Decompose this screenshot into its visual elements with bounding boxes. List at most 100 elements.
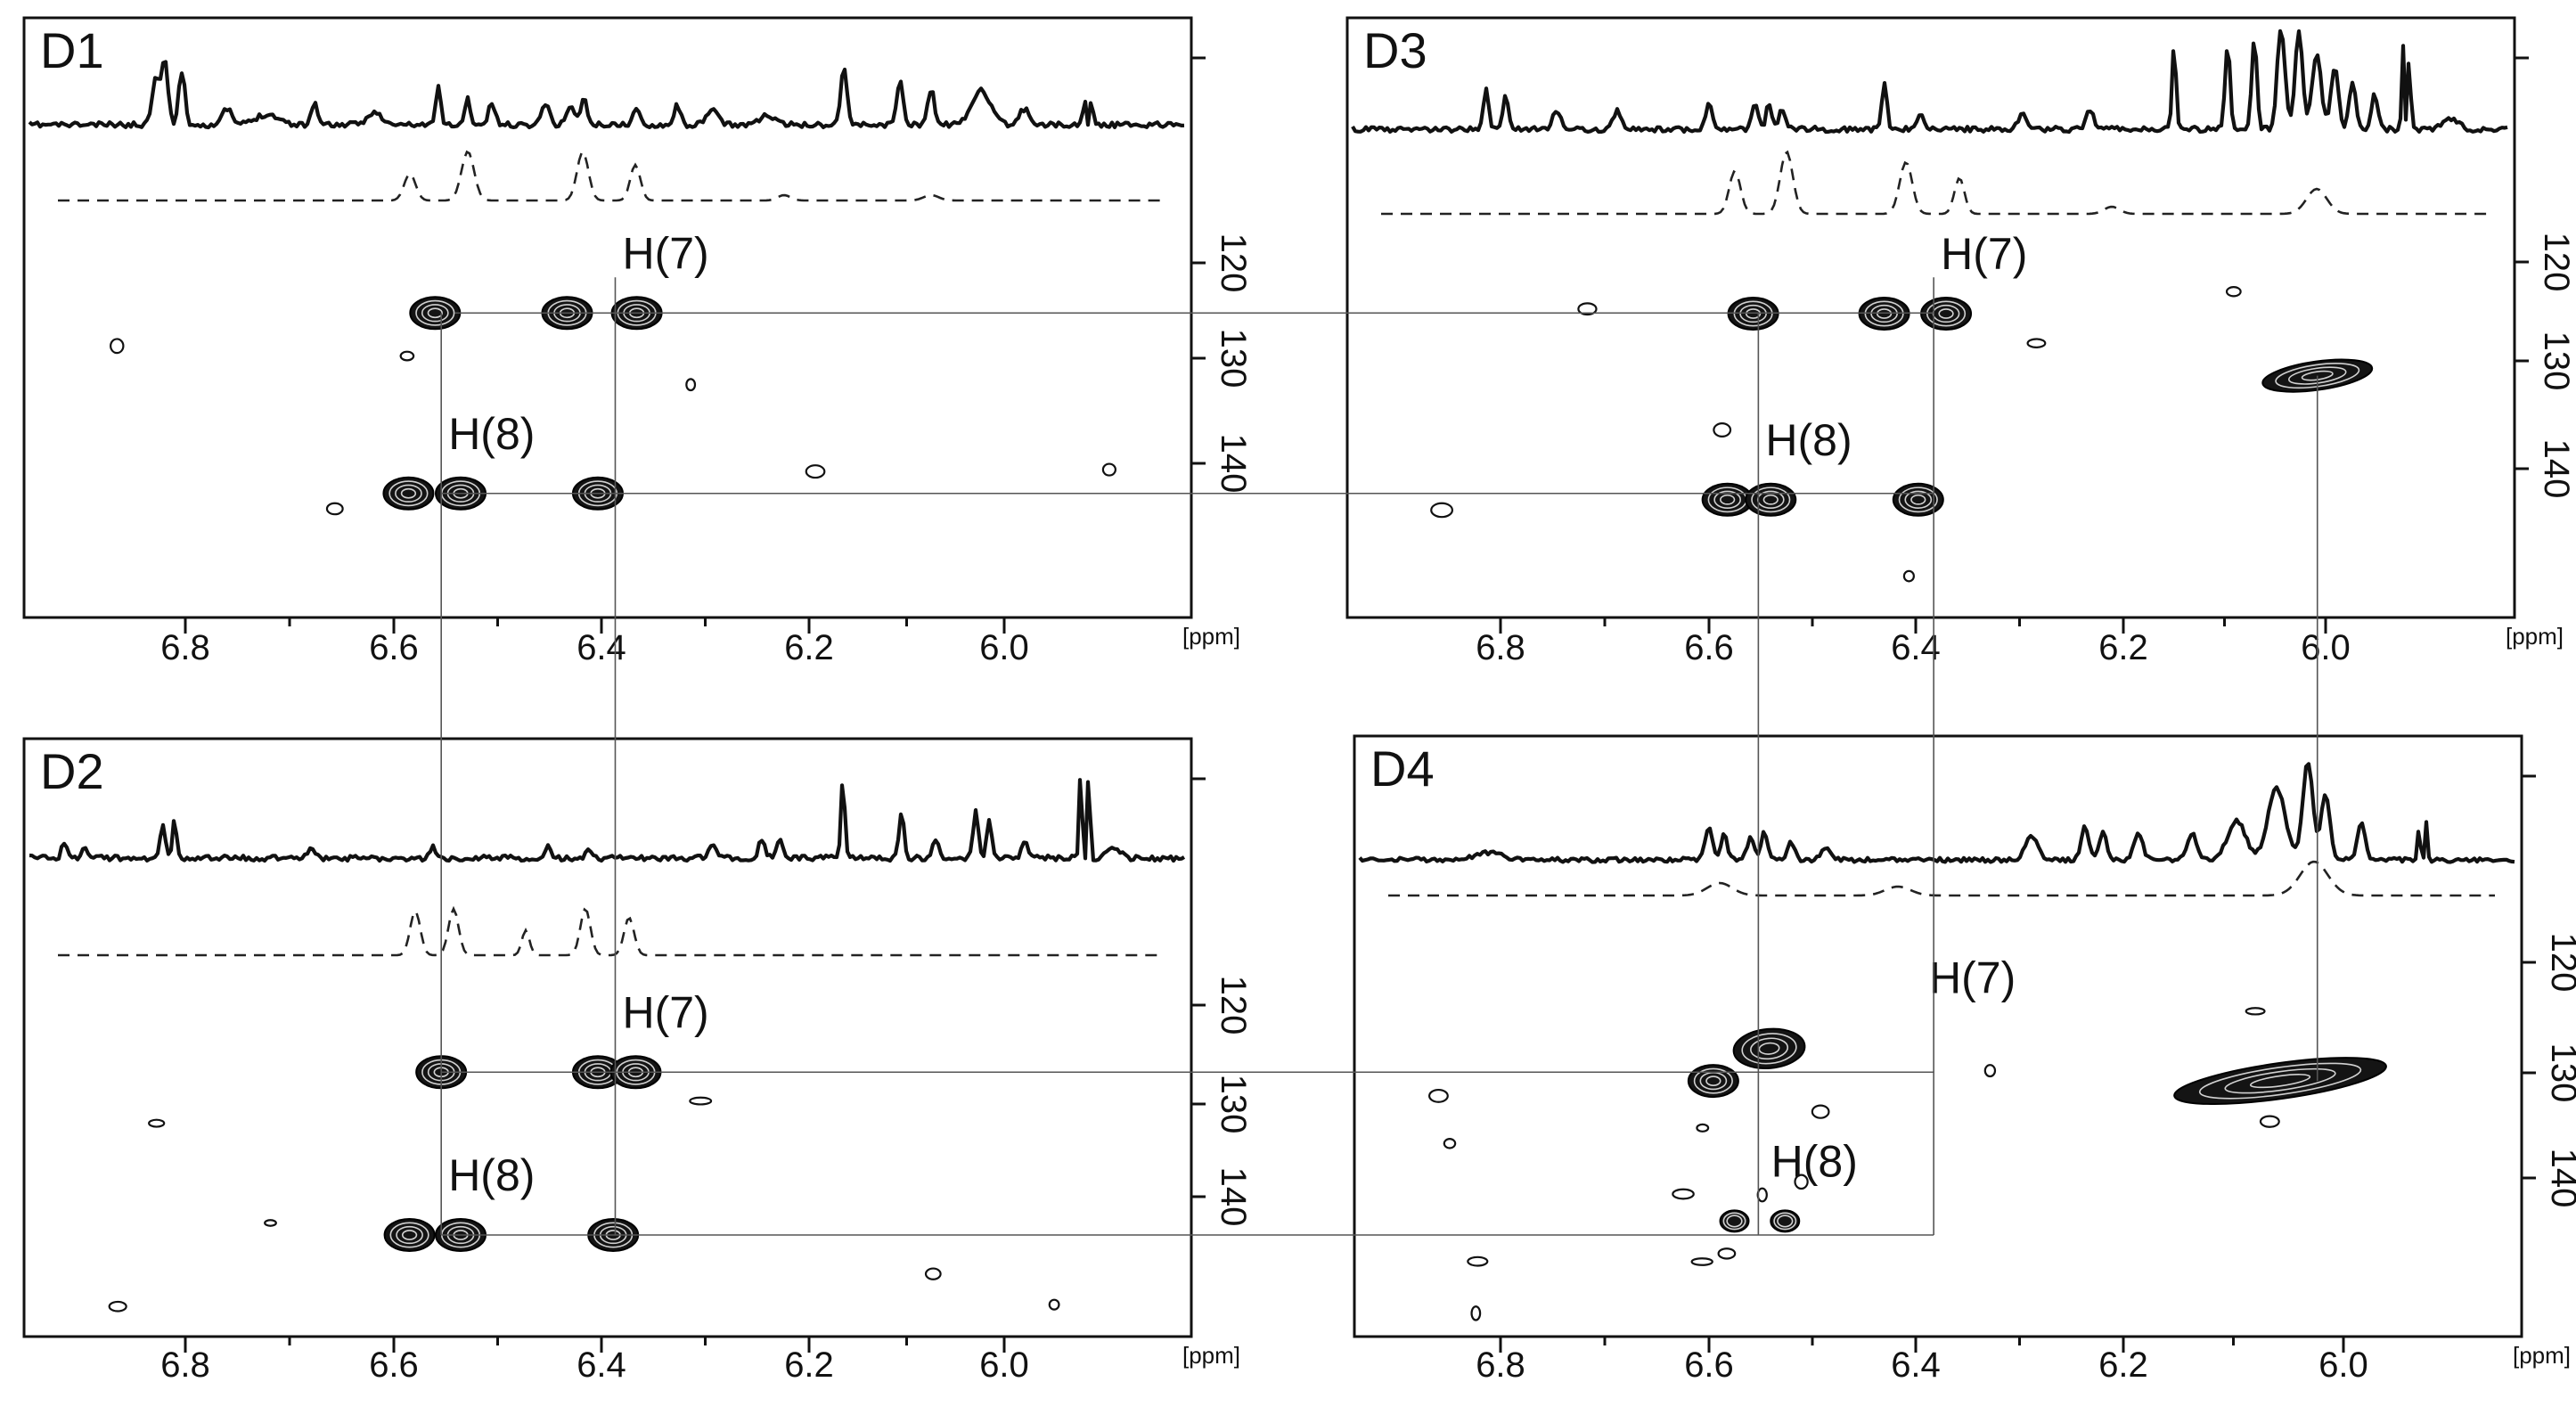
y-tick-label: 130	[1214, 1075, 1253, 1134]
x-tick-label: 6.6	[1684, 628, 1734, 667]
x-unit-label: [ppm]	[1182, 623, 1240, 650]
projection-trace	[1388, 860, 2495, 897]
panel-label: D1	[40, 22, 104, 78]
panel-label: D2	[40, 743, 104, 799]
x-tick-label: 6.8	[1476, 1345, 1525, 1385]
proton-1d-spectrum	[29, 778, 1186, 863]
cross-peak	[1701, 482, 1754, 517]
weak-contour	[1794, 1174, 1809, 1190]
x-unit-label: [ppm]	[2506, 623, 2564, 650]
weak-contour	[1577, 302, 1598, 316]
assignment-label-h7: H(7)	[1941, 229, 2027, 279]
cross-peak	[1719, 1209, 1750, 1233]
y-tick-label: 140	[1214, 1167, 1253, 1227]
weak-contour	[1101, 462, 1116, 477]
x-unit-label: [ppm]	[1182, 1342, 1240, 1369]
weak-contour	[1470, 1305, 1482, 1321]
y-tick-label: 140	[2544, 1149, 2576, 1208]
cross-peak	[1732, 1027, 1806, 1069]
x-tick-label: 6.4	[1891, 628, 1941, 667]
assignment-label-h7: H(7)	[622, 987, 708, 1037]
panel-d4: D4 6.8 6.6 6.4 6.2 6.0 [ppm] 120 130 140 H(7) H(8)	[1353, 734, 2576, 1385]
panel-frame	[1353, 734, 2523, 1338]
x-tick-label: 6.8	[160, 628, 210, 667]
assignment-label-h8: H(8)	[1765, 415, 1852, 465]
weak-contour	[1430, 502, 1454, 519]
assignment-label-h8: H(8)	[448, 409, 535, 459]
cross-peak	[1892, 482, 1944, 517]
assignment-label-h7: H(7)	[1929, 953, 2016, 1003]
assignment-label-h8: H(8)	[448, 1150, 535, 1200]
weak-contour	[924, 1267, 942, 1280]
panel-frame	[1345, 16, 2516, 619]
assignment-label-h7: H(7)	[622, 228, 708, 278]
weak-contour	[108, 1300, 127, 1313]
panel-frame	[22, 737, 1193, 1338]
x-tick-label: 6.6	[1684, 1345, 1734, 1385]
x-tick-label: 6.4	[577, 1345, 626, 1385]
panels-layer: D1 6.8 6.6 6.4 6.2 6.0 [ppm] 120 130 140 H(7) H(8) D…	[22, 16, 2576, 1385]
weak-contour	[1443, 1138, 1457, 1149]
x-tick-label: 6.4	[577, 628, 626, 667]
x-tick-label: 6.0	[2318, 1345, 2368, 1385]
weak-contour	[2026, 338, 2047, 349]
weak-contour	[1902, 569, 1915, 583]
x-tick-label: 6.6	[369, 1345, 419, 1385]
cross-peak	[383, 1218, 436, 1252]
x-tick-label: 6.0	[979, 628, 1029, 667]
y-tick-label: 130	[1214, 329, 1253, 388]
panel-frame	[22, 16, 1193, 619]
proton-1d-spectrum	[1351, 29, 2508, 135]
y-tick-label: 140	[1214, 434, 1253, 494]
proton-1d-spectrum	[28, 60, 1185, 130]
projection-trace	[58, 150, 1165, 202]
guide-lines-layer	[440, 277, 2318, 1236]
weak-contour	[1811, 1104, 1830, 1119]
panel-d1: D1 6.8 6.6 6.4 6.2 6.0 [ppm] 120 130 140 H(7) H(8)	[22, 16, 1253, 667]
weak-contour	[1713, 422, 1732, 438]
cross-peak	[1687, 1064, 1739, 1099]
projection-trace	[58, 905, 1165, 957]
weak-contour	[399, 350, 415, 362]
panel-label: D3	[1363, 22, 1427, 78]
cross-peak	[1745, 482, 1797, 517]
weak-contour	[1048, 1298, 1060, 1311]
projection-trace	[1381, 150, 2488, 216]
y-tick-label: 120	[2544, 933, 2576, 993]
assignment-label-h8: H(8)	[1771, 1136, 1858, 1186]
y-tick-label: 120	[2537, 233, 2576, 292]
x-unit-label: [ppm]	[2513, 1342, 2571, 1369]
y-tick-label: 130	[2537, 331, 2576, 391]
cross-peak	[409, 296, 462, 331]
weak-contour	[1696, 1123, 1710, 1133]
x-tick-label: 6.2	[2098, 1345, 2148, 1385]
weak-contour	[2225, 286, 2242, 298]
x-tick-label: 6.8	[1476, 628, 1525, 667]
weak-contour	[2259, 1115, 2280, 1128]
proton-1d-spectrum	[1358, 762, 2515, 864]
x-tick-label: 6.8	[160, 1345, 210, 1385]
weak-contour	[264, 1219, 277, 1227]
x-tick-label: 6.2	[784, 628, 834, 667]
weak-contour	[1717, 1247, 1737, 1260]
weak-contour	[689, 1096, 713, 1106]
weak-contour	[1983, 1064, 1997, 1078]
panel-label: D4	[1370, 740, 1435, 797]
cross-peak	[2173, 1057, 2387, 1106]
weak-contour	[1467, 1255, 1489, 1267]
weak-contour	[325, 502, 344, 516]
weak-contour	[1672, 1188, 1695, 1200]
weak-contour	[1427, 1088, 1449, 1103]
weak-contour	[110, 338, 125, 355]
panel-d3: D3 6.8 6.6 6.4 6.2 6.0 [ppm] 120 130 140 H(7) H(8)	[1345, 16, 2576, 667]
x-tick-label: 6.0	[2301, 628, 2351, 667]
weak-contour	[148, 1118, 166, 1128]
cross-peak	[382, 476, 435, 511]
y-tick-label: 120	[1214, 233, 1253, 293]
cross-peak	[1770, 1209, 1801, 1233]
weak-contour	[685, 378, 697, 392]
y-tick-label: 130	[2544, 1043, 2576, 1103]
y-tick-label: 120	[1214, 976, 1253, 1035]
